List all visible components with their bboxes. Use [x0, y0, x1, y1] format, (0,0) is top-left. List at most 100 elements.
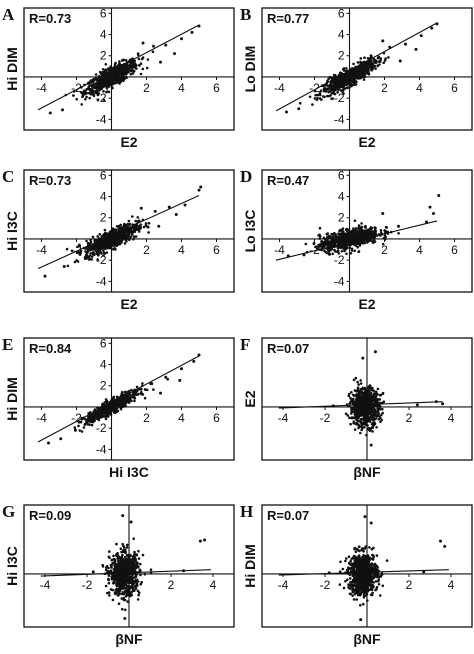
data-point: [137, 225, 140, 228]
data-point: [100, 245, 103, 248]
data-point: [355, 418, 359, 422]
data-point: [359, 379, 363, 382]
data-point: [82, 426, 86, 429]
data-point: [89, 238, 92, 242]
data-point: [90, 423, 94, 427]
y-tick-label: -4: [96, 274, 107, 288]
data-point: [355, 71, 358, 74]
data-point: [139, 582, 143, 586]
data-point: [320, 98, 323, 101]
outlier-point: [398, 59, 402, 63]
data-point: [383, 229, 386, 232]
x-tick-label: 6: [213, 243, 220, 257]
data-point: [86, 423, 90, 426]
outlier-point: [197, 188, 201, 192]
data-point: [347, 75, 351, 79]
data-point: [120, 555, 123, 559]
outlier-point: [428, 205, 432, 209]
data-point: [367, 418, 371, 421]
data-point: [356, 387, 360, 391]
data-point: [357, 400, 361, 404]
data-point: [363, 63, 367, 67]
data-point: [370, 239, 373, 243]
data-point: [331, 252, 335, 256]
data-point: [113, 76, 117, 80]
data-point: [348, 246, 352, 250]
data-point: [373, 392, 376, 395]
data-point: [342, 80, 345, 84]
data-point: [125, 543, 129, 547]
data-point: [141, 553, 145, 557]
data-point: [359, 76, 363, 80]
data-point: [84, 97, 87, 101]
data-point: [363, 240, 366, 244]
data-point: [139, 223, 142, 226]
data-point: [387, 56, 390, 59]
data-point: [129, 396, 132, 399]
panel-letter: D: [240, 167, 252, 186]
data-point: [133, 399, 136, 403]
data-point: [78, 250, 81, 254]
data-point: [377, 56, 380, 59]
data-point: [365, 391, 369, 394]
data-point: [122, 58, 126, 62]
y-axis-title: Hi I3C: [4, 211, 20, 251]
data-point: [111, 229, 114, 233]
data-point: [379, 57, 382, 60]
data-point: [118, 241, 122, 244]
data-point: [358, 68, 362, 72]
data-point: [101, 241, 104, 244]
plot-frame: [261, 169, 473, 293]
data-point: [349, 84, 352, 88]
data-point: [119, 401, 123, 404]
data-point: [127, 399, 131, 403]
data-point: [96, 98, 100, 102]
outlier-point: [159, 391, 162, 395]
data-point: [91, 92, 95, 96]
data-point: [99, 248, 102, 251]
data-point: [352, 227, 355, 230]
data-point: [356, 67, 360, 70]
outlier-point: [397, 224, 400, 228]
data-point: [107, 566, 110, 570]
data-point: [110, 73, 114, 77]
data-point: [345, 73, 348, 77]
data-point: [359, 382, 363, 385]
data-point: [373, 422, 377, 426]
data-point: [117, 63, 121, 66]
data-point: [383, 59, 387, 62]
data-point: [121, 226, 125, 229]
outlier-point: [430, 26, 434, 30]
panel-letter: E: [2, 335, 13, 354]
data-point: [104, 68, 107, 72]
data-point: [112, 403, 115, 407]
data-point: [332, 243, 336, 246]
data-point: [107, 574, 111, 577]
data-point: [151, 50, 155, 54]
data-point: [365, 387, 368, 391]
data-point: [382, 61, 386, 65]
data-point: [355, 405, 359, 409]
x-tick-label: 2: [143, 411, 150, 425]
data-point: [304, 242, 308, 246]
data-point: [366, 67, 369, 70]
data-point: [115, 542, 118, 546]
data-point: [324, 90, 328, 93]
data-point: [118, 82, 121, 85]
data-point: [113, 580, 116, 584]
data-point: [102, 90, 105, 93]
data-point: [351, 229, 355, 233]
data-point: [102, 249, 105, 252]
x-tick-label: 4: [448, 411, 455, 425]
data-point: [115, 395, 119, 399]
data-point: [350, 232, 353, 235]
data-point: [356, 380, 359, 384]
data-point: [114, 69, 118, 72]
annotation-backing: [265, 340, 317, 357]
data-point: [115, 401, 119, 404]
data-point: [373, 398, 376, 402]
data-point: [362, 235, 366, 239]
data-point: [351, 234, 355, 238]
